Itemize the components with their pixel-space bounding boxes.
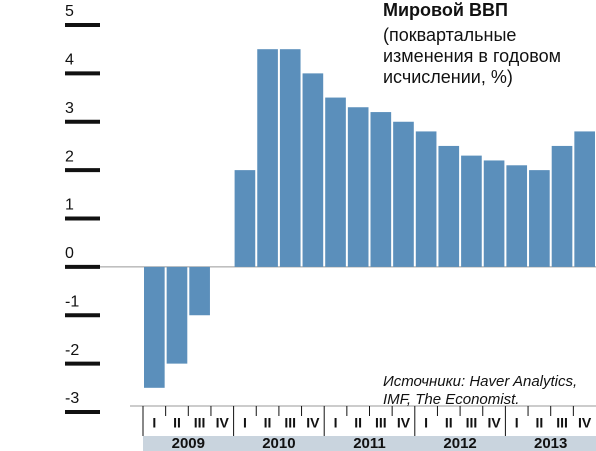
- x-tick-label: II: [445, 415, 453, 431]
- year-label: 2009: [172, 435, 205, 451]
- bar: [529, 170, 550, 267]
- year-label: 2010: [262, 435, 295, 451]
- bar: [574, 131, 595, 267]
- bar: [483, 160, 505, 267]
- bar: [347, 107, 369, 267]
- x-tick-label: III: [375, 415, 387, 431]
- subtitle: (поквартальные: [383, 25, 516, 45]
- x-tick-label: IV: [578, 415, 592, 431]
- x-tick-label: I: [424, 415, 428, 431]
- y-tick-label: -2: [65, 342, 79, 359]
- x-tick-label: III: [194, 415, 206, 431]
- subtitle: изменения в годовом: [383, 46, 561, 66]
- year-label: 2012: [443, 435, 476, 451]
- x-tick-label: I: [243, 415, 247, 431]
- bar: [461, 155, 482, 267]
- bar: [189, 266, 210, 316]
- bar: [551, 145, 573, 267]
- y-tick-label: -1: [65, 293, 79, 310]
- year-band: [143, 436, 596, 451]
- y-tick-label: 3: [65, 100, 74, 117]
- x-tick-label: III: [284, 415, 296, 431]
- x-tick-label: IV: [487, 415, 501, 431]
- bar: [302, 73, 324, 267]
- x-tick-label: II: [535, 415, 543, 431]
- y-tick-label: 2: [65, 148, 74, 165]
- bar: [438, 145, 460, 267]
- bar: [506, 165, 528, 267]
- x-tick-label: II: [264, 415, 272, 431]
- bar: [234, 170, 256, 267]
- x-tick-label: I: [334, 415, 338, 431]
- year-label: 2011: [353, 435, 386, 451]
- x-tick-label: III: [556, 415, 568, 431]
- bar: [415, 131, 437, 267]
- bar: [166, 266, 188, 364]
- bar: [257, 49, 278, 267]
- bar: [325, 97, 346, 267]
- x-tick-label: IV: [216, 415, 230, 431]
- source: IMF, The Economist.: [383, 391, 519, 408]
- x-tick-label: III: [466, 415, 478, 431]
- x-tick-label: II: [354, 415, 362, 431]
- x-tick-label: II: [173, 415, 181, 431]
- y-tick-label: 1: [65, 197, 74, 214]
- x-tick-label: I: [515, 415, 519, 431]
- year-label: 2013: [534, 435, 567, 451]
- x-tick-label: I: [152, 415, 156, 431]
- y-tick-label: -3: [65, 390, 79, 407]
- subtitle: исчислении, %): [383, 67, 513, 87]
- bar: [279, 49, 301, 267]
- y-tick-label: 5: [65, 3, 74, 20]
- bar: [144, 266, 165, 388]
- y-tick-label: 0: [65, 245, 74, 262]
- y-tick-label: 4: [65, 52, 74, 69]
- source: Источники: Haver Analytics,: [383, 373, 577, 390]
- x-tick-label: IV: [306, 415, 320, 431]
- bar: [393, 121, 414, 267]
- x-tick-label: IV: [397, 415, 411, 431]
- bar: [370, 112, 392, 267]
- chart-title: Мировой ВВП: [383, 0, 508, 20]
